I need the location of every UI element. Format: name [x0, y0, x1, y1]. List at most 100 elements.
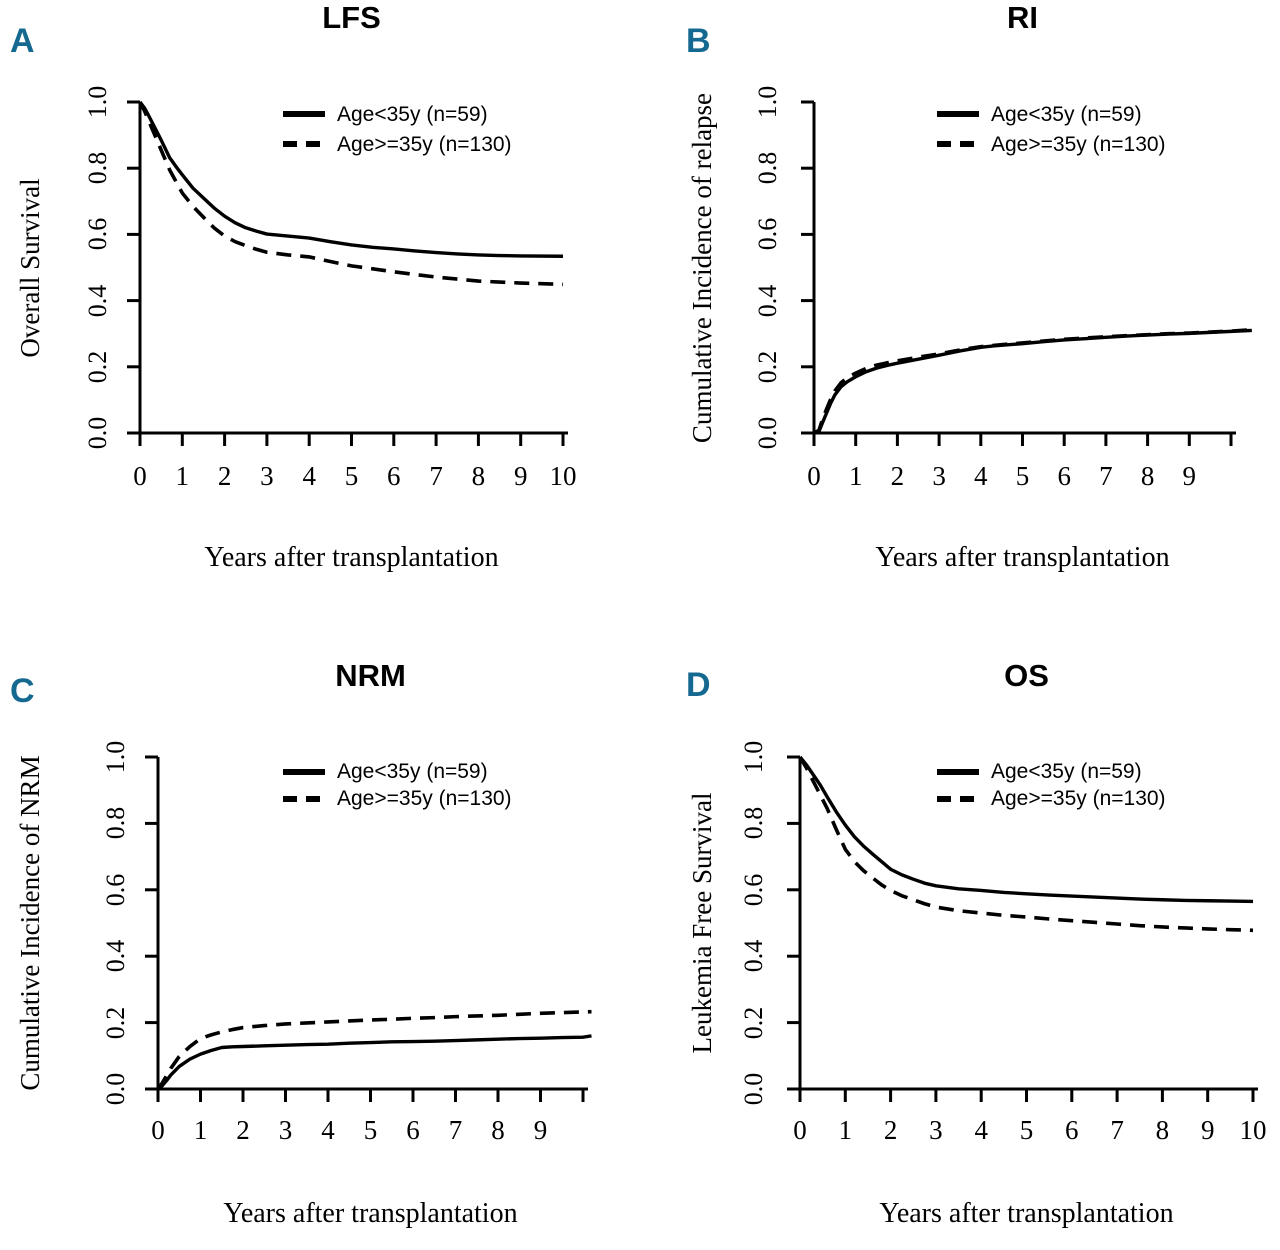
x-tick-label: 9: [513, 461, 528, 491]
panel-letter-b: B: [686, 22, 711, 60]
panel-title-os: OS: [1004, 658, 1049, 693]
x-tick-label: 2: [236, 1115, 250, 1145]
dashed-line-sample: [937, 141, 979, 147]
legend-entry: Age>=35y (n=130): [283, 785, 512, 812]
legend-entry: Age<35y (n=59): [937, 758, 1166, 785]
y-tick-label: 0.0: [101, 1072, 130, 1106]
y-tick-label: 0.2: [739, 1006, 768, 1039]
x-tick-label: 10: [1239, 1115, 1267, 1145]
x-tick-label: 0: [807, 461, 821, 491]
y-tick-label: 0.6: [101, 873, 130, 907]
x-tick-label: 0: [151, 1115, 165, 1145]
x-tick-label: 0: [793, 1115, 807, 1145]
x-tick-label: 3: [929, 1115, 943, 1145]
x-axis-label: Years after transplantation: [879, 1198, 1174, 1229]
y-axis-label: Overall Survival: [15, 177, 45, 358]
y-tick-label: 0.4: [739, 939, 768, 973]
x-tick-label: 5: [1019, 1115, 1034, 1145]
y-tick-label: 1.0: [101, 740, 130, 774]
x-tick-label: 2: [890, 461, 905, 491]
x-axis-label: Years after transplantation: [223, 1198, 518, 1229]
y-tick-label: 0.2: [101, 1006, 130, 1039]
x-tick-label: 6: [406, 1115, 420, 1145]
y-tick-label: 0.0: [753, 416, 782, 450]
curve-age-ge-35: [156, 1009, 592, 1091]
panel-title-ri: RI: [1007, 0, 1038, 35]
legend-label: Age<35y (n=59): [337, 102, 488, 126]
dashed-line-sample: [283, 795, 325, 802]
x-tick-label: 6: [1065, 1115, 1079, 1145]
y-tick-label: 1.0: [753, 85, 782, 119]
panel-title-nrm: NRM: [335, 658, 406, 693]
y-tick-label: 1.0: [83, 85, 112, 119]
y-tick-label: 0.6: [739, 873, 768, 907]
x-tick-label: 9: [533, 1115, 548, 1145]
x-axis-label: Years after transplantation: [204, 542, 499, 573]
x-tick-label: 1: [175, 461, 190, 491]
x-tick-label: 6: [387, 461, 401, 491]
legend-label: Age>=35y (n=130): [991, 132, 1166, 156]
x-axis-label: Years after transplantation: [875, 542, 1170, 573]
legend: Age<35y (n=59) Age>=35y (n=130): [283, 758, 512, 812]
solid-line-sample: [283, 768, 325, 775]
x-tick-label: 5: [363, 1115, 378, 1145]
x-tick-label: 3: [260, 461, 274, 491]
y-tick-label: 0.8: [739, 807, 768, 840]
x-tick-label: 7: [1099, 461, 1113, 491]
y-axis-label: Leukemia Free Survival: [687, 792, 717, 1054]
x-tick-label: 4: [974, 461, 988, 491]
solid-line-sample: [937, 111, 979, 117]
y-tick-label: 0.4: [101, 939, 130, 973]
x-tick-label: 4: [974, 1115, 988, 1145]
x-tick-label: 5: [344, 461, 359, 491]
legend: Age<35y (n=59) Age>=35y (n=130): [937, 758, 1166, 812]
x-tick-label: 1: [848, 461, 863, 491]
y-axis-label: Cumulative Incidence of relapse: [687, 92, 717, 443]
x-tick-label: 7: [448, 1115, 463, 1145]
y-tick-label: 0.4: [83, 284, 112, 317]
y-tick-label: 0.8: [101, 807, 130, 840]
x-tick-label: 5: [1015, 461, 1030, 491]
x-tick-label: 8: [471, 461, 486, 491]
curve-age-lt-35: [156, 1034, 592, 1091]
x-tick-label: 7: [1110, 1115, 1124, 1145]
x-tick-label: 7: [429, 461, 443, 491]
curve-age-lt-35: [798, 755, 1254, 904]
legend-label: Age>=35y (n=130): [337, 787, 512, 810]
legend-label: Age<35y (n=59): [337, 760, 488, 783]
x-tick-label: 8: [491, 1115, 505, 1145]
x-tick-label: 4: [321, 1115, 335, 1145]
legend: Age<35y (n=59) Age>=35y (n=130): [283, 99, 512, 159]
x-tick-label: 10: [549, 461, 577, 491]
x-tick-label: 9: [1182, 461, 1197, 491]
legend-label: Age>=35y (n=130): [337, 132, 512, 156]
x-tick-label: 8: [1155, 1115, 1170, 1145]
legend-entry: Age<35y (n=59): [283, 758, 512, 785]
legend-entry: Age<35y (n=59): [283, 99, 512, 129]
y-tick-label: 1.0: [739, 740, 768, 774]
x-tick-label: 2: [217, 461, 232, 491]
x-tick-label: 6: [1057, 461, 1071, 491]
legend-entry: Age>=35y (n=130): [937, 129, 1166, 159]
x-tick-label: 2: [883, 1115, 898, 1145]
y-tick-label: 0.0: [83, 416, 112, 450]
legend-label: Age<35y (n=59): [991, 102, 1142, 126]
legend-entry: Age>=35y (n=130): [283, 129, 512, 159]
legend-entry: Age<35y (n=59): [937, 99, 1166, 129]
x-tick-label: 8: [1140, 461, 1155, 491]
dashed-line-sample: [283, 141, 325, 147]
panel-title-lfs: LFS: [322, 0, 381, 35]
curve-age-ge-35: [138, 101, 564, 287]
x-tick-label: 3: [278, 1115, 293, 1145]
x-tick-label: 3: [932, 461, 946, 491]
x-tick-label: 1: [193, 1115, 208, 1145]
panel-letter-d: D: [686, 666, 711, 704]
x-tick-label: 9: [1200, 1115, 1215, 1145]
legend-label: Age>=35y (n=130): [991, 787, 1166, 810]
x-tick-label: 0: [133, 461, 147, 491]
curve-age-ge-35: [813, 327, 1252, 435]
x-tick-label: 1: [838, 1115, 853, 1145]
legend: Age<35y (n=59) Age>=35y (n=130): [937, 99, 1166, 159]
